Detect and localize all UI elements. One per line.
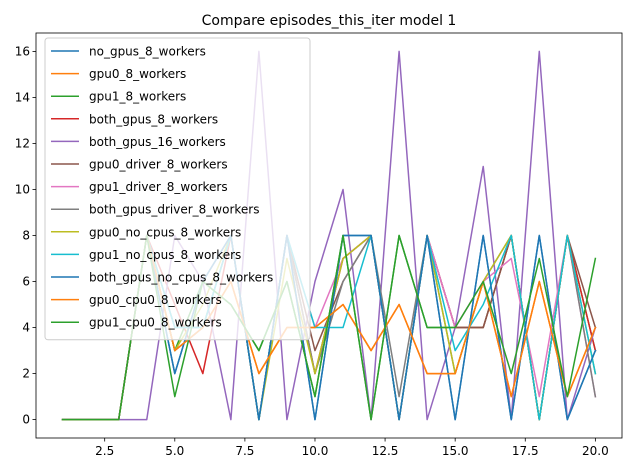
legend-label: both_gpus_driver_8_workers <box>89 203 259 217</box>
y-tick-label: 0 <box>22 413 30 427</box>
legend-label: no_gpus_8_workers <box>89 45 206 59</box>
legend-label: gpu0_no_cpus_8_workers <box>89 225 241 239</box>
y-tick-label: 16 <box>15 44 30 58</box>
x-tick-label: 15.0 <box>442 444 469 458</box>
y-tick-label: 14 <box>15 90 30 104</box>
y-tick-label: 4 <box>22 321 30 335</box>
legend-label: both_gpus_16_workers <box>89 135 226 149</box>
x-tick-label: 2.5 <box>95 444 114 458</box>
legend: no_gpus_8_workers gpu0_8_workers gpu1_8_wo… <box>44 37 311 341</box>
chart-title: Compare episodes_this_iter model 1 <box>202 13 457 29</box>
y-tick-label: 12 <box>15 136 30 150</box>
axes-layer: 2.5 5.0 7.5 10.0 12.5 15.0 17.5 20.0 0 2 4 6 8 10 12 14… <box>15 32 623 458</box>
y-tick-label: 2 <box>22 367 30 381</box>
legend-label: gpu0_cpu0_8_workers <box>89 293 222 307</box>
y-tick-label: 10 <box>15 182 30 196</box>
legend-label: gpu0_8_workers <box>89 67 186 81</box>
legend-frame <box>44 37 311 341</box>
legend-label: gpu0_driver_8_workers <box>89 158 228 172</box>
x-tick-label: 7.5 <box>235 444 254 458</box>
legend-label: gpu1_no_cpus_8_workers <box>89 248 241 262</box>
y-tick-label: 6 <box>22 275 30 289</box>
legend-label: gpu1_cpu0_8_workers <box>89 316 222 330</box>
x-tick-label: 12.5 <box>372 444 399 458</box>
legend-label: both_gpus_8_workers <box>89 112 218 126</box>
x-tick-label: 10.0 <box>302 444 329 458</box>
y-tick-label: 8 <box>22 229 30 243</box>
x-tick-label: 20.0 <box>582 444 609 458</box>
legend-label: both_gpus_no_cpus_8_workers <box>89 271 273 285</box>
x-tick-label: 5.0 <box>165 444 184 458</box>
legend-label: gpu1_8_workers <box>89 90 186 104</box>
x-tick-label: 17.5 <box>512 444 539 458</box>
legend-label: gpu1_driver_8_workers <box>89 180 228 194</box>
